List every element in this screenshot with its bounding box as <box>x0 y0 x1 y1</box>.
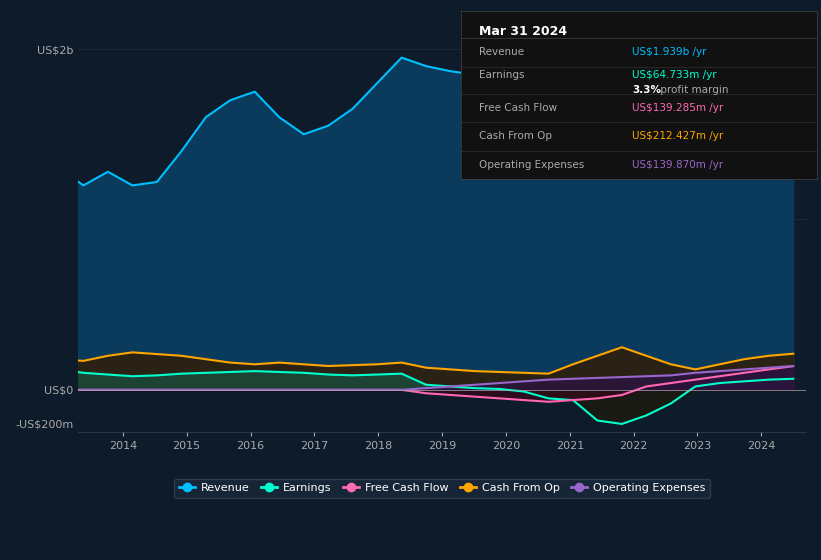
Legend: Revenue, Earnings, Free Cash Flow, Cash From Op, Operating Expenses: Revenue, Earnings, Free Cash Flow, Cash … <box>174 479 710 498</box>
Text: Earnings: Earnings <box>479 70 525 80</box>
Text: Mar 31 2024: Mar 31 2024 <box>479 25 567 38</box>
Text: US$212.427m /yr: US$212.427m /yr <box>632 132 723 141</box>
Text: profit margin: profit margin <box>657 85 728 95</box>
Text: Free Cash Flow: Free Cash Flow <box>479 103 557 113</box>
Text: Operating Expenses: Operating Expenses <box>479 160 585 170</box>
Text: US$64.733m /yr: US$64.733m /yr <box>632 70 717 80</box>
Text: US$139.285m /yr: US$139.285m /yr <box>632 103 723 113</box>
Text: 3.3%: 3.3% <box>632 85 661 95</box>
Text: Cash From Op: Cash From Op <box>479 132 553 141</box>
Text: US$139.870m /yr: US$139.870m /yr <box>632 160 723 170</box>
Text: US$1.939b /yr: US$1.939b /yr <box>632 48 707 57</box>
Text: Revenue: Revenue <box>479 48 525 57</box>
